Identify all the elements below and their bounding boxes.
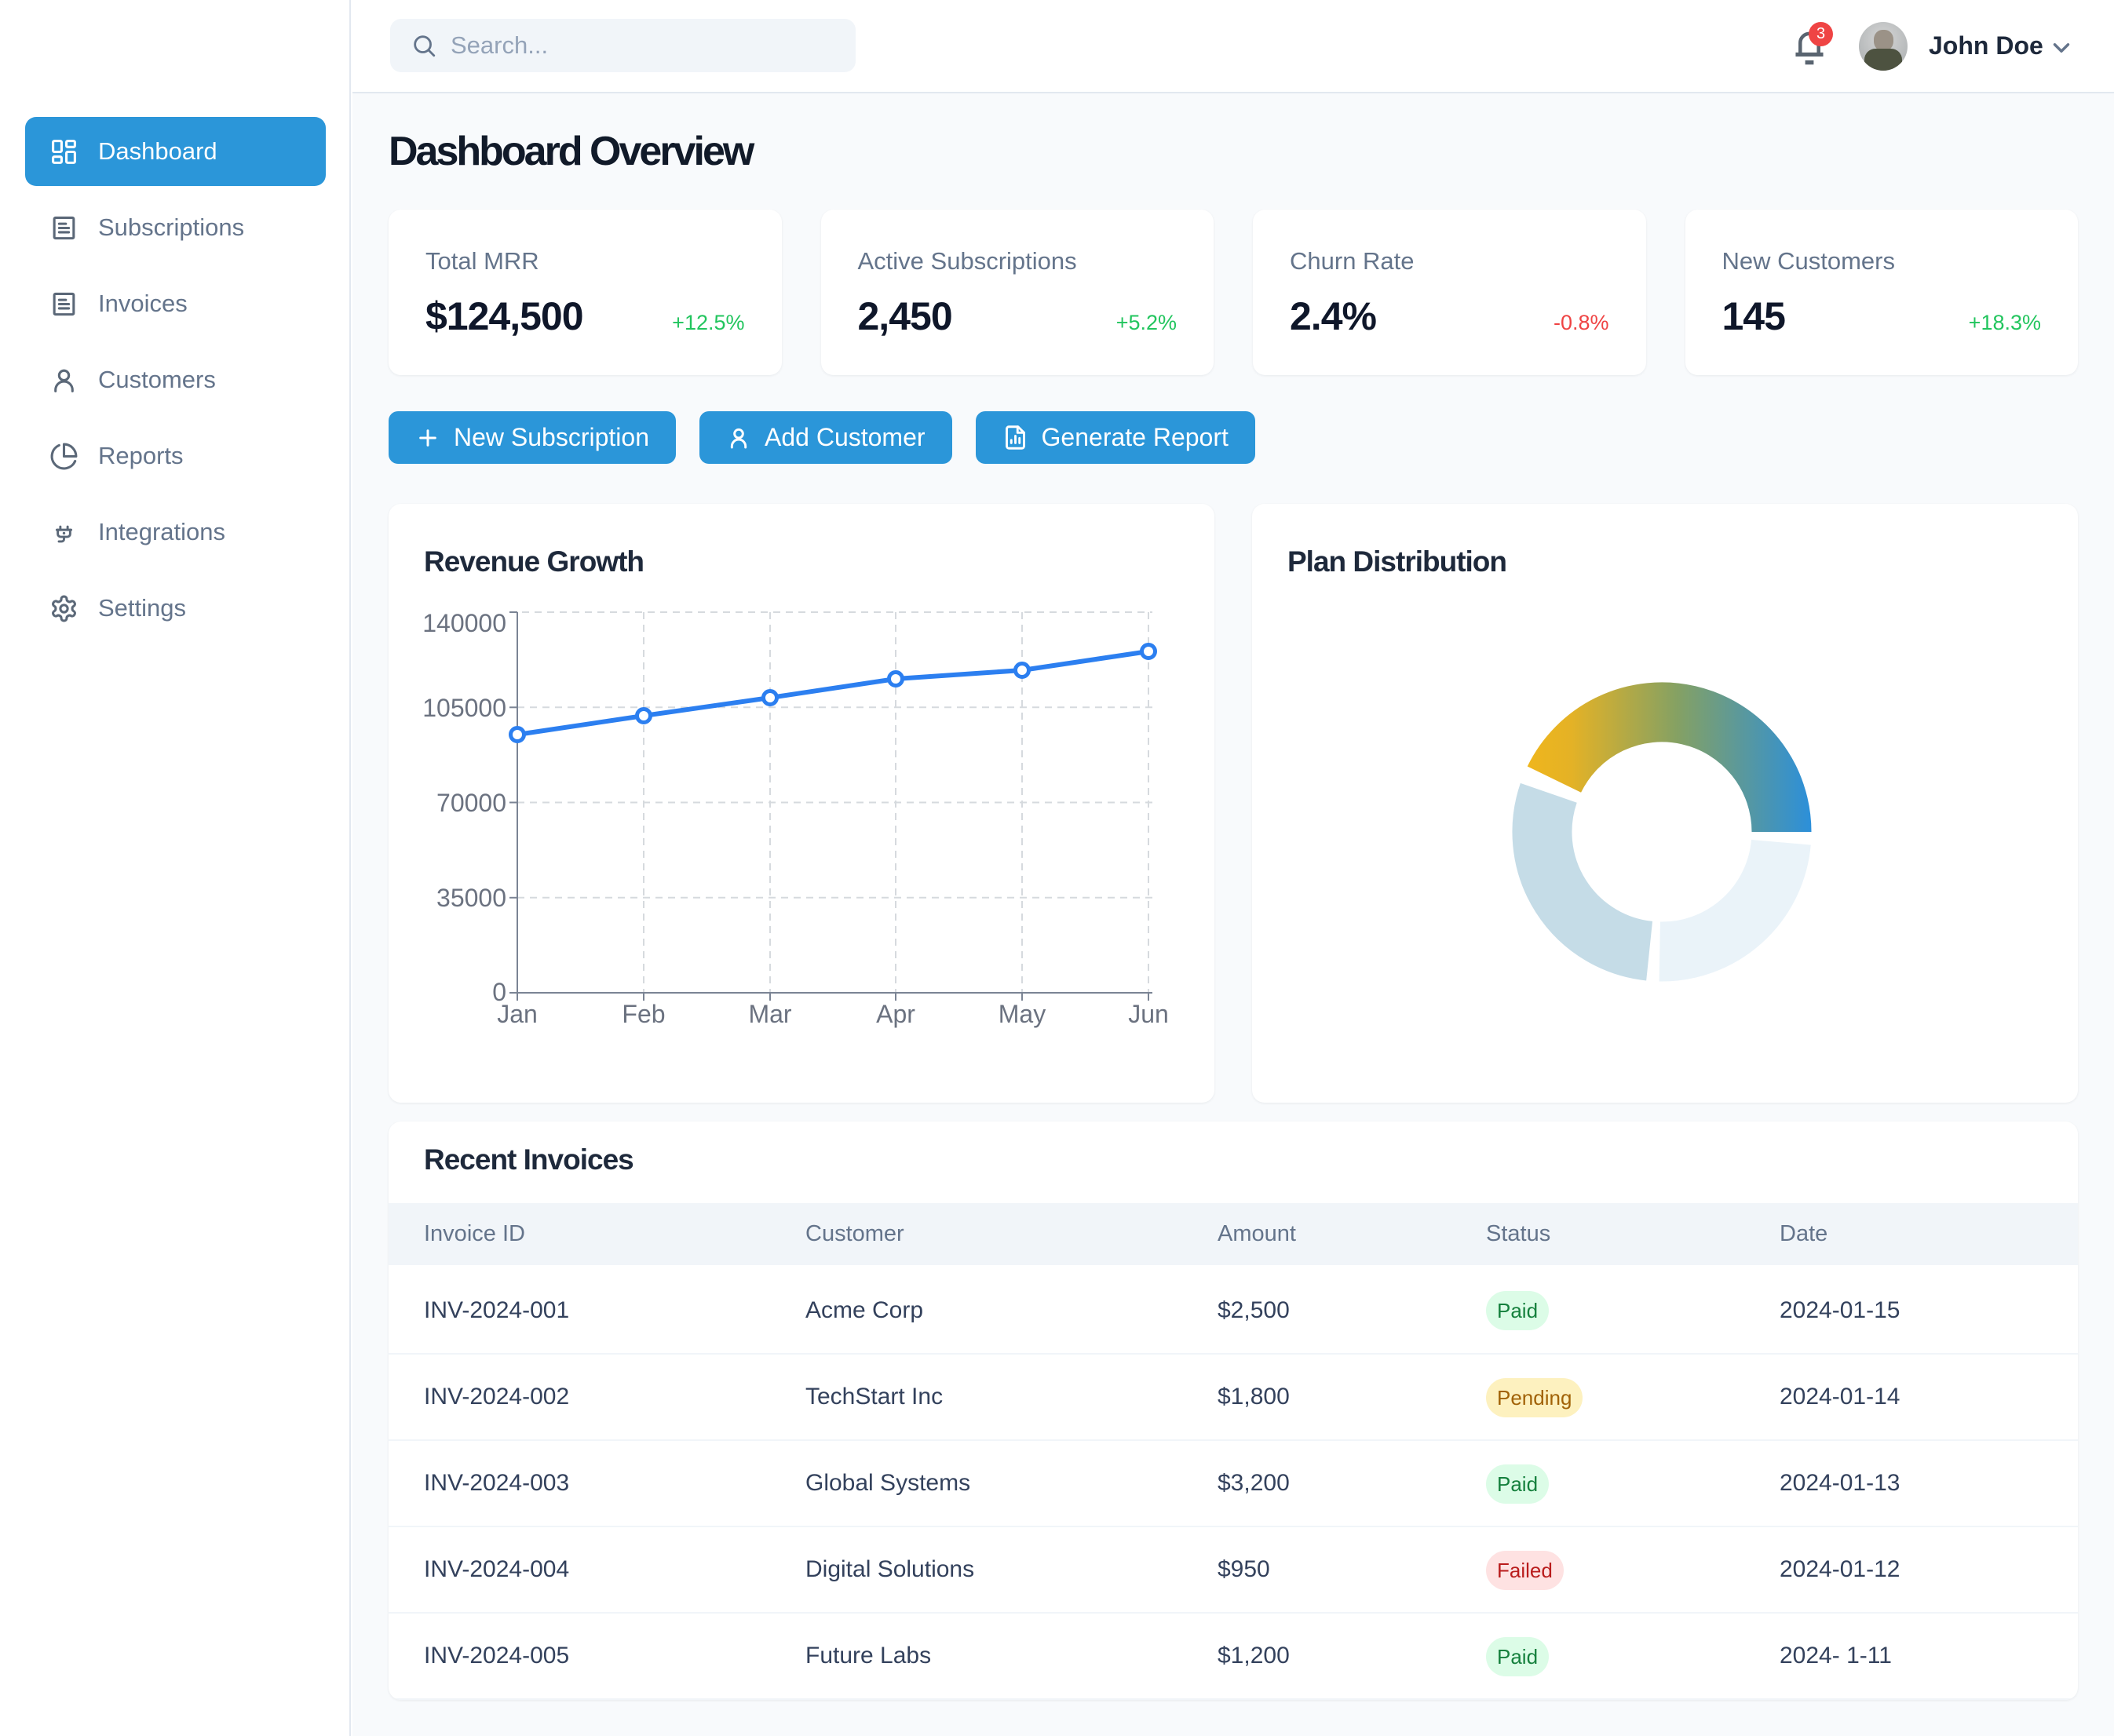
svg-text:Jan: Jan [497, 1000, 538, 1028]
svg-text:Apr: Apr [876, 1000, 915, 1028]
svg-text:35000: 35000 [436, 884, 506, 912]
svg-text:105000: 105000 [422, 694, 506, 722]
svg-text:Mar: Mar [748, 1000, 791, 1028]
svg-text:0: 0 [492, 978, 506, 1006]
svg-text:Jun: Jun [1128, 1000, 1169, 1028]
svg-text:140000: 140000 [422, 609, 506, 637]
svg-text:Feb: Feb [622, 1000, 665, 1028]
svg-text:May: May [999, 1000, 1046, 1028]
svg-text:70000: 70000 [436, 789, 506, 817]
